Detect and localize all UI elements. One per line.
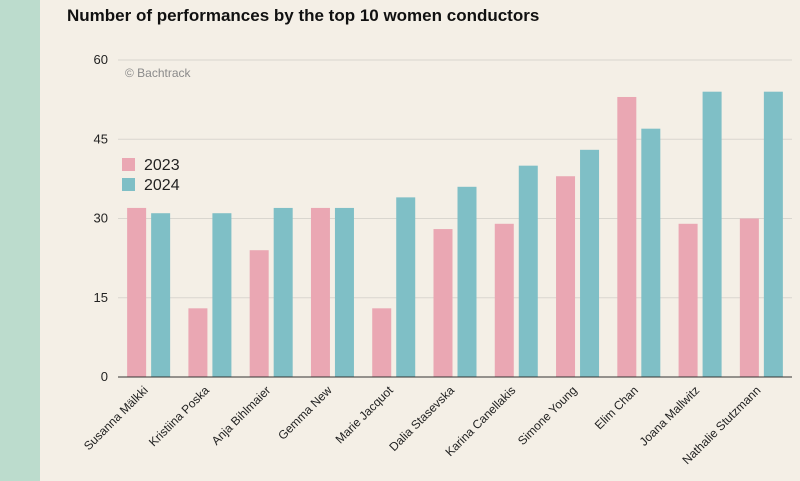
bar-2024-simone-young <box>580 149 600 377</box>
side-strip <box>0 0 40 481</box>
bar-2023-karina-canellakis <box>494 223 514 377</box>
y-axis-ticks: 0 15 30 45 60 <box>94 52 108 384</box>
x-tick-label: Elim Chan <box>592 383 641 432</box>
y-tick-label: 15 <box>94 290 108 305</box>
bar-2023-elim-chan <box>617 96 637 377</box>
x-tick-label: Susanna Mälkki <box>81 383 151 453</box>
bars <box>127 91 783 377</box>
bar-2023-dalia-stasevska <box>433 229 453 377</box>
legend: 2023 2024 <box>122 157 180 194</box>
legend-label-2023: 2023 <box>144 157 180 174</box>
bar-2023-anja-bihlmaier <box>249 250 269 377</box>
x-tick-label: Kristiina Poska <box>146 383 212 449</box>
bar-2023-joana-mallwitz <box>678 223 698 377</box>
bar-2023-susanna-m-lkki <box>127 207 147 377</box>
bar-2024-marie-jacquot <box>396 197 416 377</box>
y-tick-label: 45 <box>94 131 108 146</box>
bar-2024-anja-bihlmaier <box>273 207 293 377</box>
bar-2024-nathalie-stutzmann <box>763 91 783 377</box>
bar-2023-gemma-new <box>310 207 330 377</box>
bar-2023-kristiina-poska <box>188 308 208 377</box>
bar-2023-simone-young <box>556 176 576 377</box>
legend-swatch-2024 <box>122 178 135 191</box>
bar-2024-kristiina-poska <box>212 213 232 377</box>
chart-title: Number of performances by the top 10 wom… <box>67 6 540 25</box>
bar-2024-gemma-new <box>334 207 354 377</box>
bar-2024-joana-mallwitz <box>702 91 722 377</box>
x-tick-label: Gemma New <box>275 383 335 443</box>
bar-2024-karina-canellakis <box>518 165 538 377</box>
y-tick-label: 0 <box>101 369 108 384</box>
x-tick-label: Joana Mallwitz <box>637 383 703 449</box>
x-tick-label: Dalia Stasevska <box>386 383 457 454</box>
bar-2024-susanna-m-lkki <box>151 213 171 377</box>
bar-2023-marie-jacquot <box>372 308 392 377</box>
x-tick-label: Marie Jacquot <box>333 383 397 447</box>
x-tick-label: Anja Bihlmaier <box>209 383 274 448</box>
bar-2023-nathalie-stutzmann <box>739 218 759 377</box>
y-tick-label: 30 <box>94 211 108 226</box>
legend-label-2024: 2024 <box>144 177 180 194</box>
bar-2024-dalia-stasevska <box>457 186 477 377</box>
y-tick-label: 60 <box>94 52 108 67</box>
bar-2024-elim-chan <box>641 128 661 377</box>
legend-swatch-2023 <box>122 158 135 171</box>
credit-text: © Bachtrack <box>125 66 192 80</box>
x-tick-label: Simone Young <box>515 383 580 448</box>
